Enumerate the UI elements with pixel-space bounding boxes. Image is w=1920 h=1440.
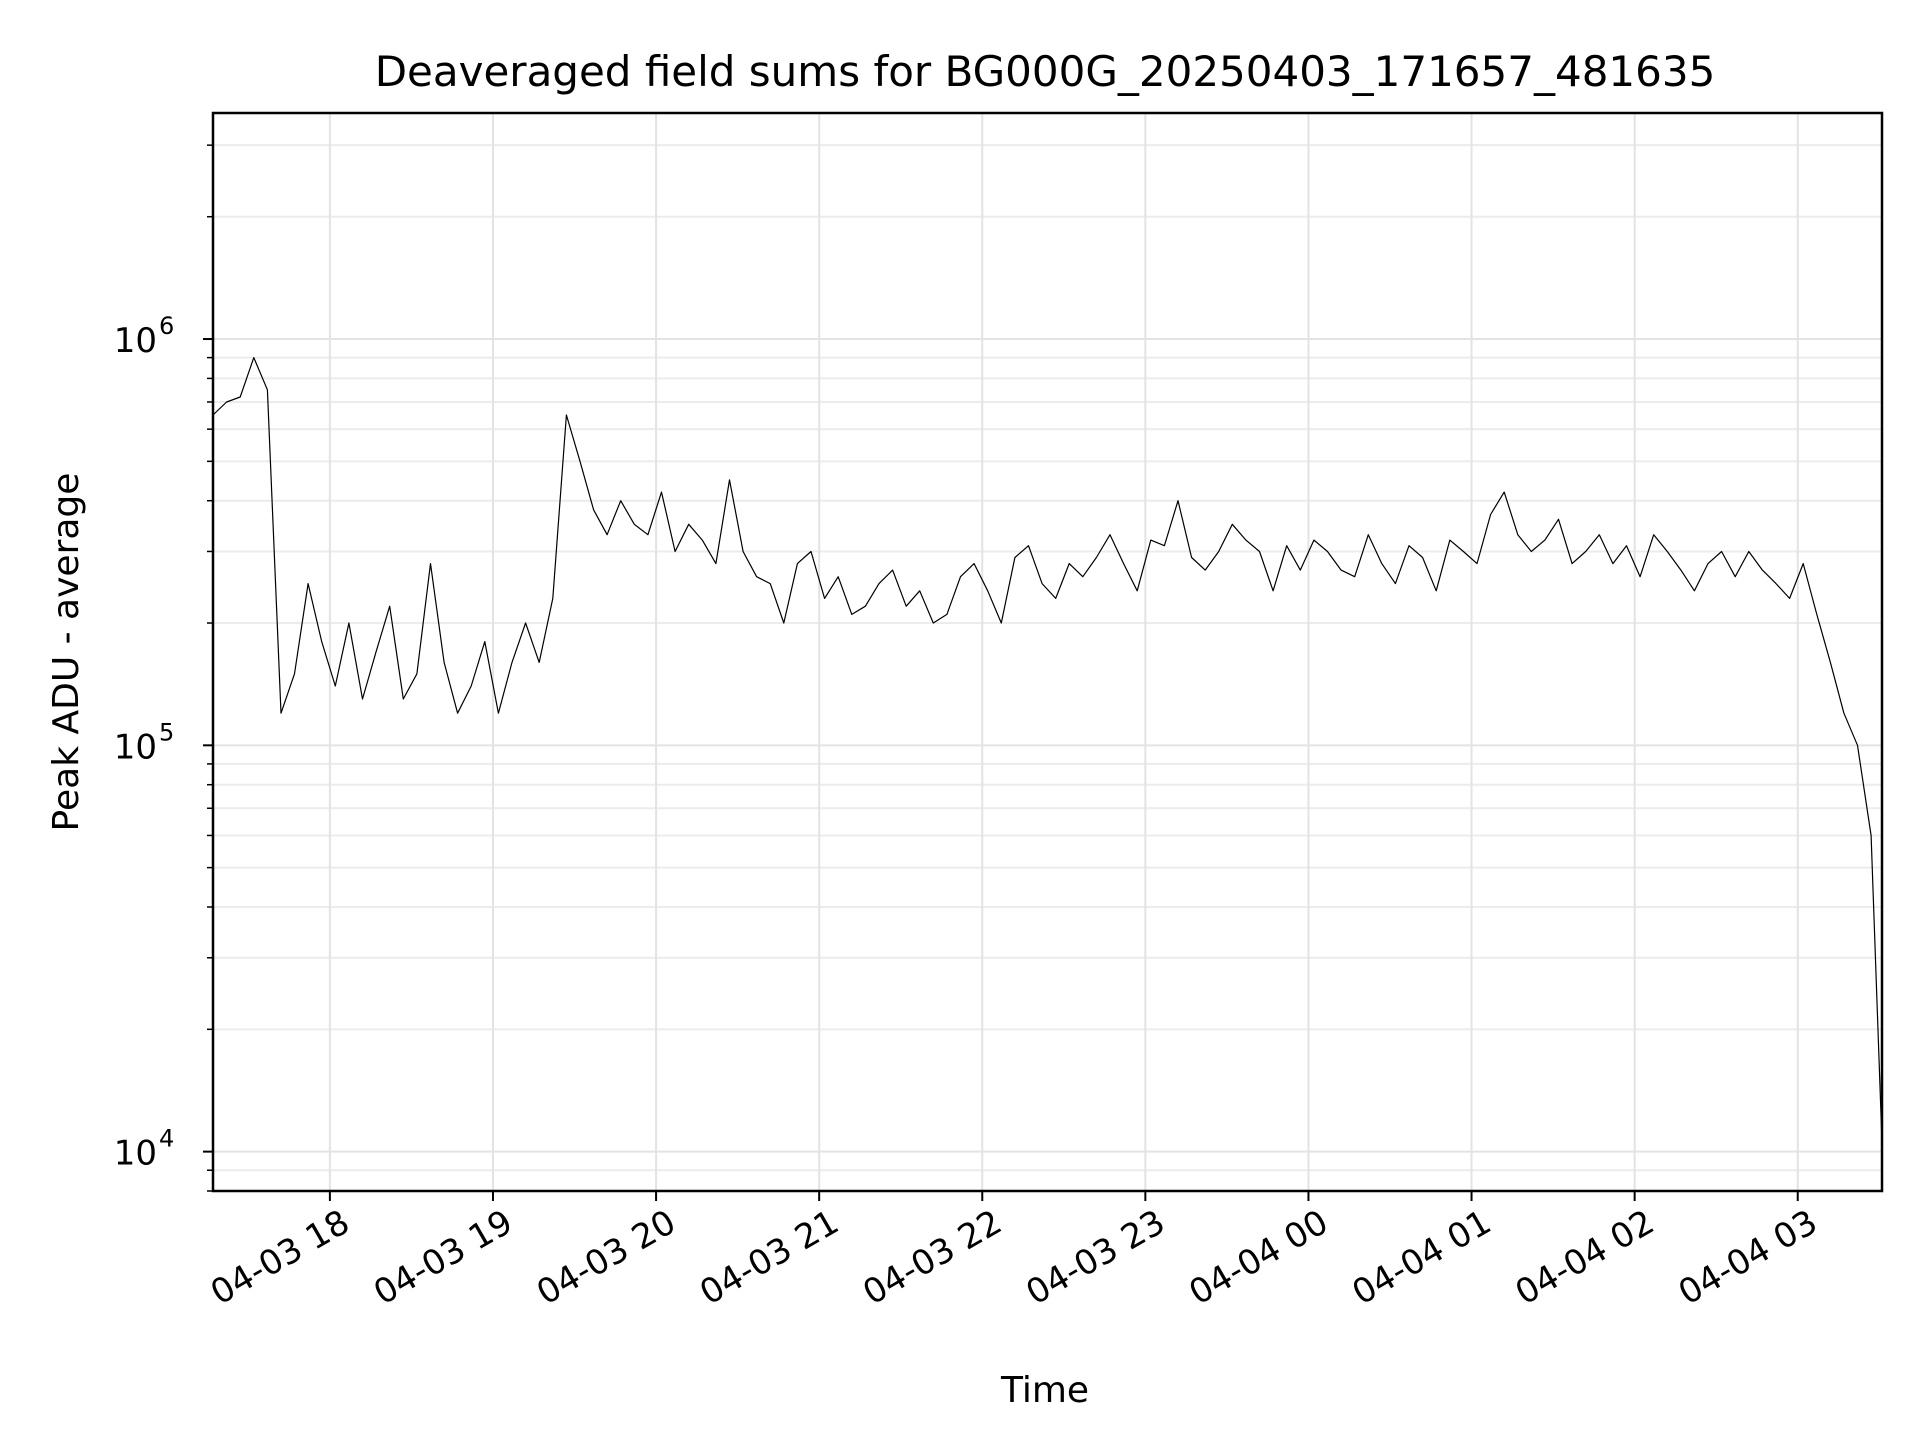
grid bbox=[213, 113, 1882, 1192]
chart-title: Deaveraged field sums for BG000G_2025040… bbox=[375, 47, 1716, 96]
y-tick-label-exponent: 5 bbox=[159, 718, 174, 746]
y-axis-label: Peak ADU - average bbox=[46, 473, 87, 832]
y-tick-label-base: 10 bbox=[114, 727, 157, 767]
y-tick-label: 10 4 bbox=[114, 1125, 175, 1174]
axis-ticks bbox=[203, 144, 1799, 1201]
series-layer bbox=[212, 357, 1883, 1144]
y-tick-label: 10 5 bbox=[114, 718, 175, 767]
y-tick-label-base: 10 bbox=[114, 321, 157, 361]
series-line bbox=[212, 357, 1883, 1144]
y-tick-label: 10 6 bbox=[114, 312, 175, 361]
y-tick-label-base: 10 bbox=[114, 1134, 157, 1174]
y-tick-label-exponent: 4 bbox=[159, 1125, 174, 1153]
plot-frame bbox=[211, 111, 1884, 1193]
y-tick-label-exponent: 6 bbox=[159, 312, 174, 340]
x-axis-label: Time bbox=[1000, 1370, 1089, 1411]
